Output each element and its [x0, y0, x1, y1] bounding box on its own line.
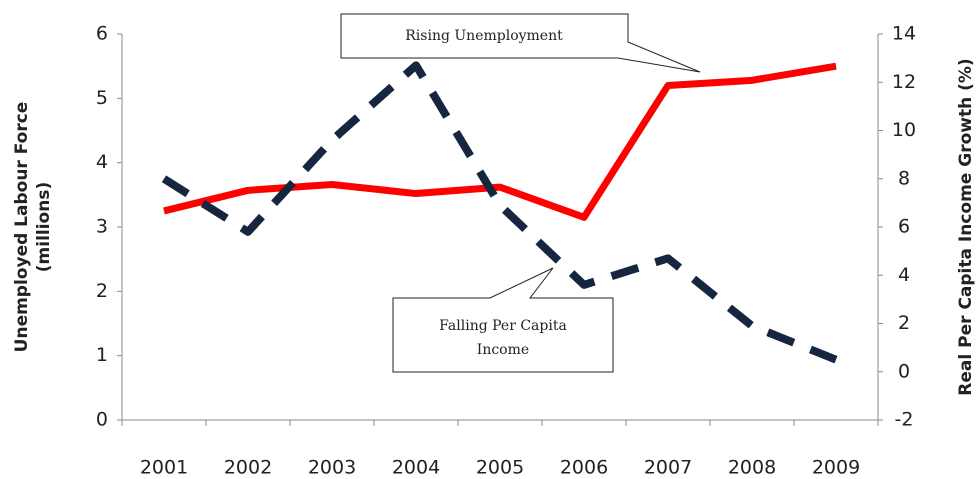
x-tick-label: 2008: [728, 457, 776, 479]
y-tick-label: 6: [96, 23, 108, 45]
y2-tick-label: 8: [898, 167, 910, 189]
annotation: Falling Per Capita: [439, 318, 567, 334]
x-tick-label: 2001: [140, 457, 188, 479]
annotation: Rising Unemployment: [405, 28, 563, 44]
x-tick-label: 2007: [644, 457, 692, 479]
x-tick-label: 2005: [476, 457, 524, 479]
y2-tick-label: 0: [898, 360, 910, 382]
y-tick-label: 4: [96, 151, 108, 173]
y-tick-label: 5: [96, 87, 108, 109]
annotation: Income: [477, 342, 529, 358]
line-series: [161, 61, 838, 364]
x-tick-label: 2004: [392, 457, 440, 479]
callout: [340, 13, 701, 73]
y2-tick-label: 14: [892, 23, 916, 45]
x-tick-label: 2002: [224, 457, 272, 479]
y2-axis-label: Real Per Capita Income Growth (%): [956, 58, 976, 395]
y-tick-label: 2: [96, 280, 108, 302]
x-tick-label: 2006: [560, 457, 608, 479]
y2-tick-label: 10: [892, 119, 916, 141]
y-tick-label: 3: [96, 216, 108, 238]
y-tick-label: 1: [96, 344, 108, 366]
y2-tick-label: 12: [892, 71, 916, 93]
y2-tick-label: 6: [898, 216, 910, 238]
y2-tick-label: 4: [898, 264, 910, 286]
y-axis-label: Unemployed Labour Force: [12, 102, 32, 353]
x-tick-label: 2009: [812, 457, 860, 479]
y2-tick-label: 2: [898, 312, 910, 334]
x-tick-label: 2003: [308, 457, 356, 479]
y-axis-label: (millions): [34, 182, 54, 272]
callout: [392, 267, 614, 373]
y-tick-label: 0: [96, 409, 108, 431]
line-series: [163, 62, 837, 221]
y2-tick-label: -2: [895, 409, 914, 431]
